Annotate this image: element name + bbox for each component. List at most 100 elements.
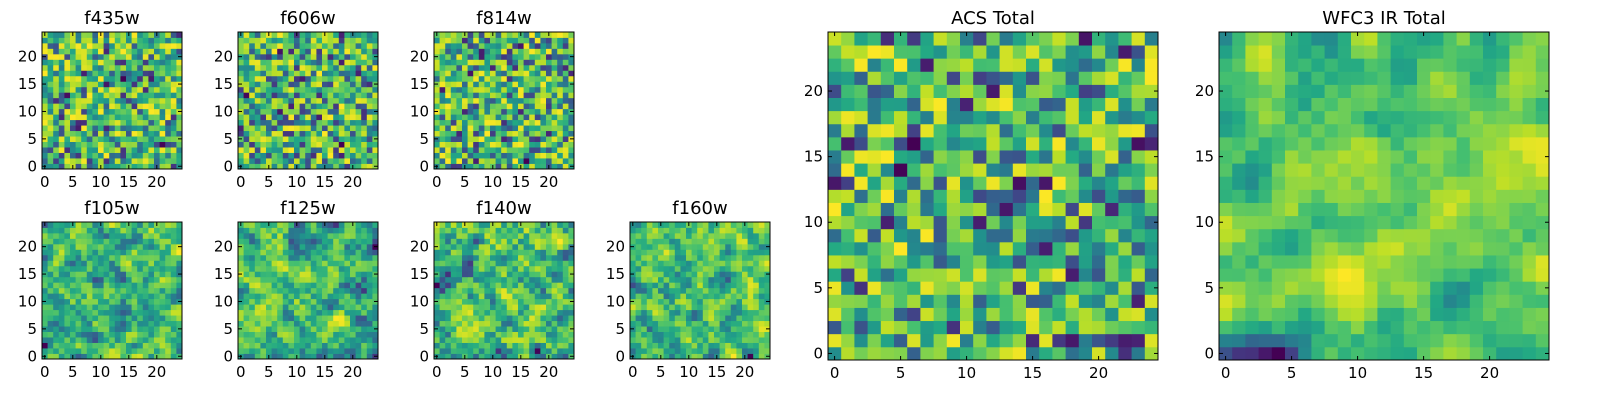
heatmap-cell [243,348,250,354]
heatmap-cell [159,315,166,322]
heatmap-cell [92,227,99,234]
heatmap-cell [310,108,317,115]
heatmap-cell [490,75,496,82]
heatmap-cell [439,309,446,316]
heatmap-cell [103,53,110,60]
heatmap-cell [1131,294,1146,308]
heatmap-cell [546,125,552,132]
heatmap-cell [546,130,552,137]
heatmap-cell [299,59,306,66]
heatmap-cell [47,130,54,137]
heatmap-cell [702,342,709,349]
heatmap-cell [434,119,440,126]
heatmap-cell [75,141,82,148]
heatmap-cell [103,353,110,360]
heatmap-cell [42,348,48,354]
heatmap-cell [562,92,569,99]
heatmap-cell [697,320,704,327]
heatmap-cell [708,309,715,316]
heatmap-cell [546,53,552,60]
heatmap-cell [986,346,1000,361]
heatmap-cell [299,238,306,245]
heatmap-cell [103,37,110,44]
heatmap-cell [271,260,278,267]
heatmap-cell [53,304,60,311]
heatmap-cell [282,48,289,55]
heatmap-cell [159,119,166,126]
heatmap-cell [747,353,754,360]
heatmap-cell [518,331,524,338]
heatmap-cell [894,320,908,335]
heatmap-cell [120,130,127,137]
heatmap-cell [70,130,76,137]
heatmap-cell [439,260,446,267]
heatmap-cell [277,136,284,142]
heatmap-cell [725,276,732,283]
heatmap-cell [350,81,356,88]
heatmap-cell [495,64,502,71]
heatmap-cell [506,293,513,300]
heatmap-cell [170,163,177,170]
heatmap-cell [260,59,267,66]
heatmap-cell [557,227,564,234]
heatmap-cell [478,309,485,316]
heatmap-cell [674,243,681,250]
heatmap-cell [523,337,530,343]
heatmap-cell [828,255,842,269]
heatmap-cell [658,287,664,294]
heatmap-cell [568,348,575,354]
x-tick-label: 20 [343,363,362,381]
heatmap-cell [523,147,530,153]
heatmap-cell [322,125,328,132]
heatmap-cell [277,64,284,71]
heatmap-cell [316,265,323,272]
heatmap-cell [154,152,160,159]
heatmap-cell [512,70,519,77]
heatmap-cell [753,276,760,283]
heatmap-cell [641,326,648,332]
heatmap-cell [266,141,272,148]
heatmap-cell [103,243,110,250]
heatmap-cell [828,307,842,322]
heatmap-cell [70,298,76,305]
heatmap-cell [652,304,659,311]
heatmap-cell [53,282,60,289]
heatmap-cell [333,130,340,137]
heatmap-cell [75,243,82,250]
heatmap-cell [170,232,177,239]
heatmap-cell [753,293,760,300]
heatmap-cell [75,86,82,93]
heatmap-cell [47,265,54,272]
heatmap-cell [568,276,575,283]
heatmap-cell [361,309,368,316]
heatmap-cell [495,337,502,343]
heatmap-cell [53,37,60,44]
heatmap-cell [294,64,300,71]
heatmap-cell [114,108,121,115]
heatmap-cell [450,86,457,93]
heatmap-cell [714,232,720,239]
heatmap-cell [1039,268,1053,282]
heatmap-cell [478,114,485,121]
heatmap-cell [92,276,99,283]
heatmap-cell [137,298,144,305]
heatmap-cell [725,337,732,343]
heatmap-cell [58,86,65,93]
heatmap-cell [170,136,177,142]
heatmap-cell [540,97,547,104]
heatmap-cell [730,337,737,343]
heatmap-cell [249,32,256,38]
heatmap-cell [282,75,289,82]
heatmap-cell [126,254,132,261]
heatmap-cell [316,42,323,49]
heatmap-cell [282,276,289,283]
heatmap-cell [299,326,306,332]
heatmap-cell [551,158,558,164]
heatmap-cell [305,92,312,99]
heatmap-cell [254,114,261,121]
heatmap-cell [434,59,440,66]
heatmap-cell [372,232,379,239]
heatmap-cell [646,243,653,250]
heatmap-cell [327,92,334,99]
heatmap-cell [366,92,373,99]
